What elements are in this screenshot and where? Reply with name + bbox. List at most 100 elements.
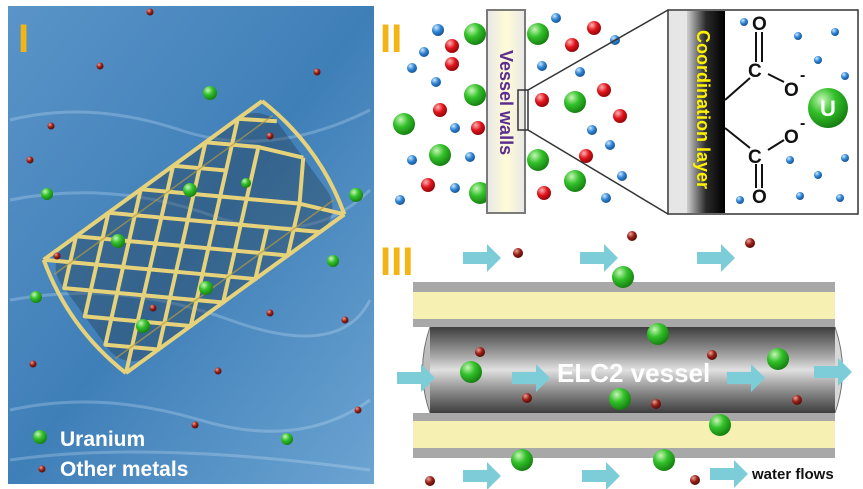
uranium-particle (241, 178, 251, 188)
uranium-particle (183, 183, 197, 197)
inner-wall-bottom (413, 413, 835, 421)
flow-arrow (727, 364, 765, 392)
blue-ion (431, 77, 441, 87)
legend: Uranium Other metals (33, 428, 188, 481)
uranium-particle (349, 188, 363, 202)
panel-3: III ELC2 vessel (380, 231, 852, 489)
outer-wall-bottom (413, 448, 835, 458)
red-ion (613, 109, 627, 123)
uranium-particle (111, 234, 125, 248)
blue-ion (432, 24, 444, 36)
metal-particle (266, 309, 274, 317)
red-ion (579, 149, 593, 163)
legend-other-metals-label: Other metals (60, 458, 188, 481)
panel3-particles (425, 231, 802, 486)
metal-particle (47, 122, 55, 130)
red-ion (445, 39, 459, 53)
coordination-layer-label: Coordination layer (693, 30, 713, 189)
metal-particle (745, 238, 755, 248)
metal-particle (29, 360, 37, 368)
blue-ion (450, 183, 460, 193)
uranium-particle (460, 361, 482, 383)
uranium-ion (464, 23, 486, 45)
blue-ion (407, 155, 417, 165)
uranium-ion (527, 23, 549, 45)
blue-ion (465, 152, 475, 162)
uranium-bound (808, 88, 848, 128)
zoom-wall (669, 11, 687, 213)
mesh-cylinder (41, 99, 347, 375)
flow-arrow (697, 244, 735, 272)
red-ion (471, 121, 485, 135)
legend-uranium-marker (33, 430, 47, 444)
blue-ion (786, 156, 794, 164)
metal-particle (53, 252, 61, 260)
panel-1-label: I (18, 17, 29, 61)
panel-2: II Vessel walls (380, 9, 859, 215)
blue-ion (796, 192, 804, 200)
blue-ion (794, 32, 802, 40)
metal-particle (266, 132, 274, 140)
blue-ion (537, 61, 547, 71)
metal-particle (513, 248, 523, 258)
uranium-particle (281, 433, 293, 445)
flow-arrows (397, 244, 852, 489)
blue-ion (831, 28, 839, 36)
blue-ion (736, 196, 744, 204)
legend-uranium-label: Uranium (60, 428, 145, 451)
metal-particle (651, 399, 661, 409)
uranium-ion (464, 84, 486, 106)
panel1-particles (26, 8, 363, 445)
metal-particle (354, 406, 362, 414)
metal-particle (475, 347, 485, 357)
blue-ion (575, 67, 585, 77)
metal-particle (191, 421, 199, 429)
uranium-particle (136, 319, 150, 333)
vessel-lumen (430, 327, 835, 413)
metal-particle (425, 476, 435, 486)
uranium-particle (41, 188, 53, 200)
blue-ion (836, 194, 844, 202)
uranium-particle (511, 449, 533, 471)
metal-particle (627, 231, 637, 241)
oxygen-atom-bottom-anion: O (784, 127, 799, 148)
uranium-particle (199, 281, 213, 295)
blue-ion (407, 63, 417, 73)
charge-top: - (800, 67, 805, 84)
wall-layer-bottom (413, 421, 835, 448)
blue-ion (395, 195, 405, 205)
blue-ion (419, 47, 429, 57)
uranium-particle (609, 388, 631, 410)
red-ion (587, 21, 601, 35)
charge-bottom: - (800, 115, 805, 132)
uranium-particle (653, 449, 675, 471)
metal-particle (96, 62, 104, 70)
red-ion (421, 178, 435, 192)
vessel-walls-label: Vessel walls (496, 50, 516, 155)
flow-arrow (580, 244, 618, 272)
carbon-atom-top: C (748, 61, 762, 82)
metal-particle (26, 156, 34, 164)
panel2-right-ions (527, 13, 627, 203)
uranium-symbol: U (820, 96, 836, 121)
blue-ion (814, 171, 822, 179)
vessel-label: ELC2 vessel (557, 358, 710, 388)
blue-ion (814, 56, 822, 64)
metal-particle (214, 367, 222, 375)
metal-particle (707, 350, 717, 360)
blue-ion (605, 140, 615, 150)
uranium-particle (327, 255, 339, 267)
flow-arrow (814, 358, 852, 386)
uranium-particle (203, 86, 217, 100)
blue-ion (841, 154, 849, 162)
water-flow-arrow (710, 460, 748, 488)
uranium-ion (393, 113, 415, 135)
coordination-layer (687, 11, 725, 213)
red-ion (565, 38, 579, 52)
metal-particle (522, 393, 532, 403)
blue-ion (587, 125, 597, 135)
zoom-region (517, 89, 529, 131)
zoom-line-top (527, 9, 669, 91)
water-ripples (9, 108, 372, 472)
blue-ion (617, 171, 627, 181)
